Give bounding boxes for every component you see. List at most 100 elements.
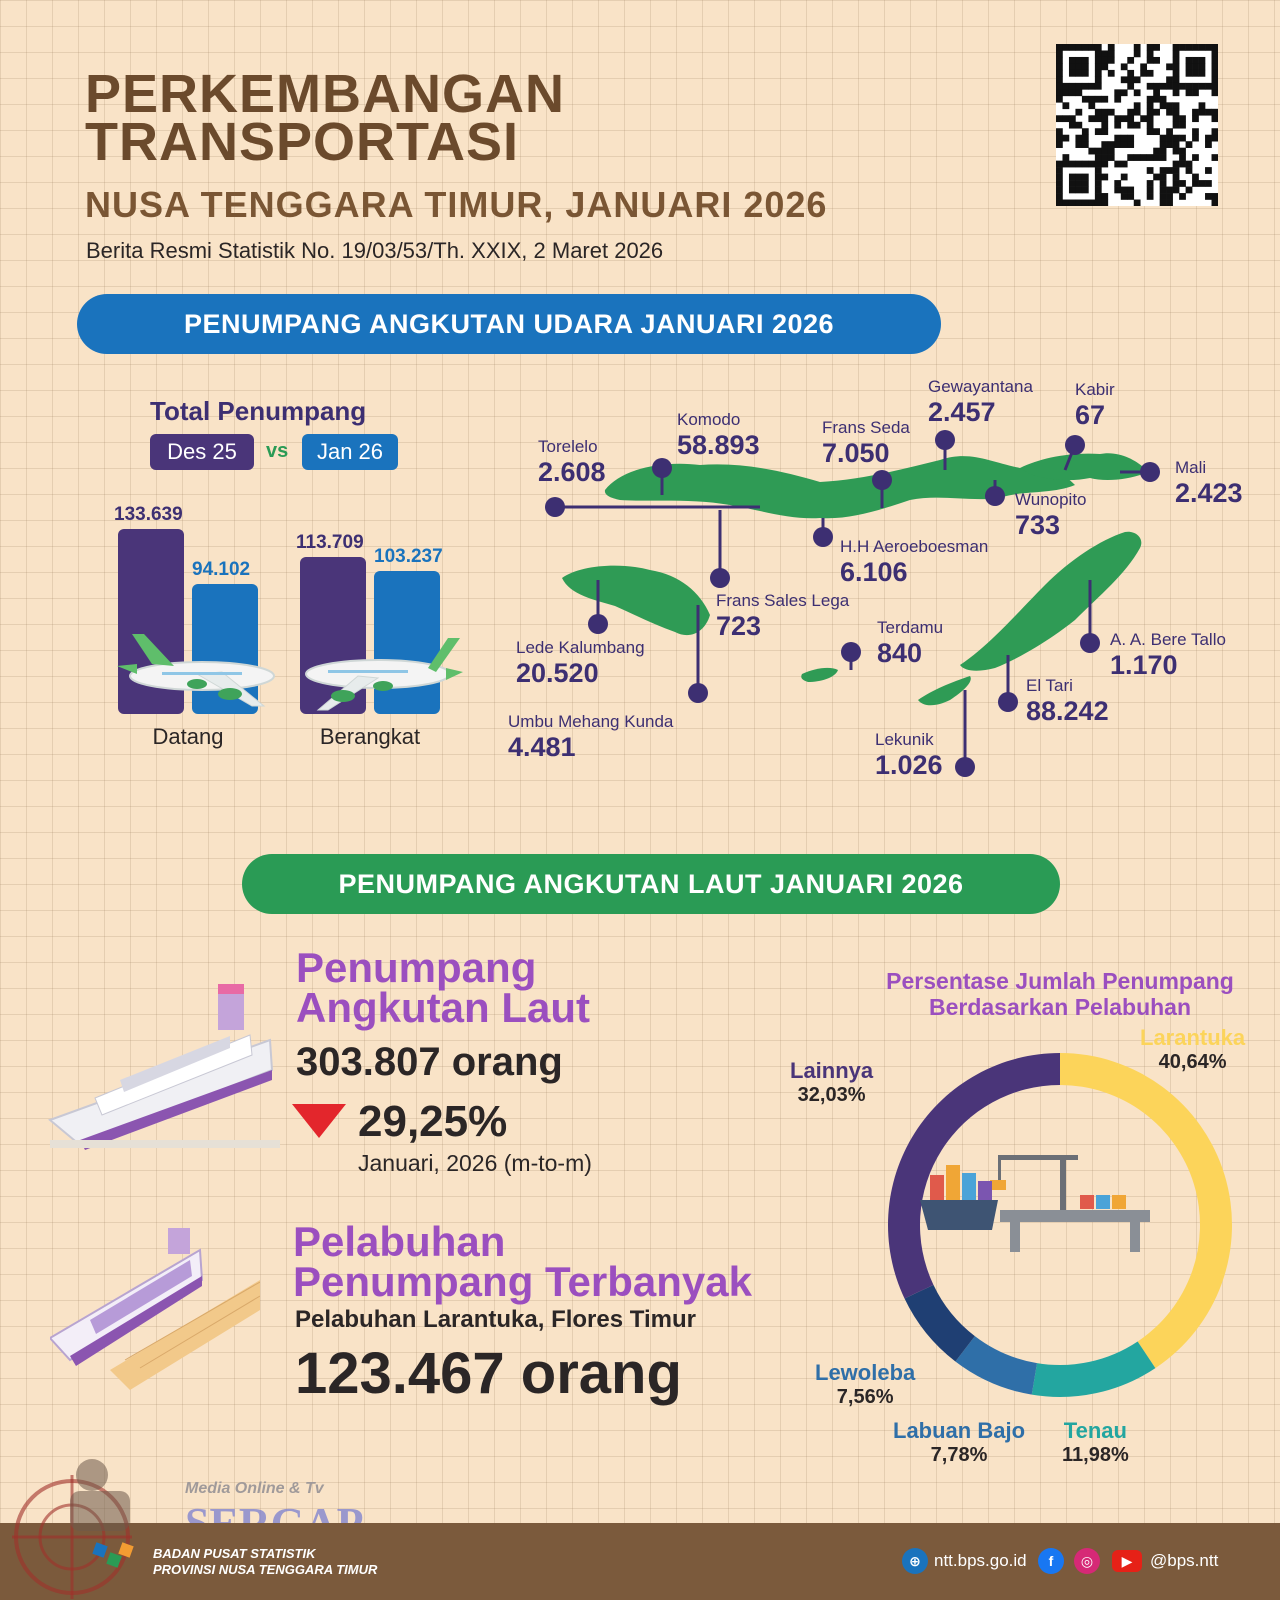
footer-bar [0,1523,1280,1600]
bar-label-jan-26: 94.102 [192,558,251,580]
port-share-donut [888,1053,1232,1397]
map-pin-icon [710,568,730,588]
airport-passengers: 2.608 [538,457,606,487]
airport-label: Gewayantana 2.457 [928,377,1033,428]
airport-name: Gewayantana [928,377,1033,396]
footer-social-handle[interactable]: @bps.ntt [1150,1551,1219,1570]
airport-name: Komodo [677,410,741,429]
airport-passengers: 4.481 [508,732,576,762]
timor-island [960,531,1142,671]
donut-label-name: Larantuka [1140,1025,1246,1050]
globe-icon[interactable]: ⊕ [902,1548,928,1574]
sea-section-banner: PENUMPANG ANGKUTAN LAUT JANUARI 2026 [242,854,1060,914]
page-subtitle: NUSA TENGGARA TIMUR, JANUARI 2026 [85,184,828,225]
airport-label: Terdamu 840 [877,618,943,669]
legend-jan-26: Jan 26 [302,434,398,470]
bar-category-label: Datang [152,724,224,749]
donut-title-line-2: Berdasarkan Pelabuhan [928,994,1192,1020]
donut-label-value: 7,56% [836,1386,894,1408]
bar-label-des-25: 133.639 [114,504,183,525]
sabu-island [801,667,838,682]
airport-label: Wunopito 733 [1015,490,1087,541]
map-pin-icon [872,470,892,490]
map-pin-icon [813,527,833,547]
airport-passengers: 1.170 [1110,650,1178,680]
map-pin-icon [652,458,672,478]
donut-label-name: Lainnya [790,1058,874,1083]
airport-label: Torelelo 2.608 [538,437,606,488]
donut-label: Lewoleba 7,56% [815,1360,915,1409]
youtube-icon[interactable]: ▶ [1112,1550,1142,1572]
footer-org-line-1: BADAN PUSAT STATISTIK [153,1546,316,1561]
sea-total-passengers: 303.807 orang [296,1040,563,1084]
down-triangle-icon [292,1104,346,1138]
airport-name: Torelelo [538,437,598,456]
airport-label: Umbu Mehang Kunda 4.481 [508,712,673,763]
map-pin-icon [1080,633,1100,653]
airport-label: Frans Sales Lega 723 [716,591,849,642]
port-heading-line-1: Pelabuhan [293,1218,506,1265]
airport-passengers: 2.457 [928,397,996,427]
top-port-heading: Pelabuhan Penumpang Terbanyak [293,1218,753,1305]
airport-name: Mali [1175,458,1207,477]
airport-label: El Tari 88.242 [1026,676,1109,727]
airport-label: H.H Aeroeboesman 6.106 [840,537,988,588]
airport-name: El Tari [1026,676,1073,695]
donut-label: Tenau 11,98% [1062,1418,1129,1467]
airport-label: Mali 2.423 [1175,458,1243,509]
top-port-name: Pelabuhan Larantuka, Flores Timur [295,1306,696,1333]
airport-label: Lede Kalumbang 20.520 [516,638,645,689]
alor-island [1020,453,1148,481]
airplane-icon [305,638,463,711]
airport-passengers: 58.893 [677,430,760,460]
map-pin-icon [1140,462,1160,482]
airport-passengers: 88.242 [1026,696,1109,726]
sea-heading-line-2: Angkutan Laut [296,984,590,1031]
title-line-2: TRANSPORTASI [85,112,520,172]
ferry-pier-icon [50,1228,260,1390]
airport-passengers: 2.423 [1175,478,1243,508]
airport-name: Lekunik [875,730,934,749]
top-port-total: 123.467 orang [295,1341,682,1406]
donut-label-value: 40,64% [1158,1051,1227,1073]
donut-slice-larantuka [1060,1053,1232,1369]
airport-label: Lekunik 1.026 [875,730,943,781]
donut-slice-labuan-bajo [955,1336,1038,1395]
sea-passenger-heading: Penumpang Angkutan Laut [296,947,590,1031]
donut-label: Larantuka 40,64% [1140,1025,1245,1074]
map-pin-icon [935,430,955,450]
footer-website[interactable]: ntt.bps.go.id [934,1551,1027,1570]
airport-passengers: 67 [1075,400,1106,430]
cruise-ship-icon [48,984,280,1150]
facebook-icon[interactable]: f [1038,1548,1064,1574]
port-heading-line-2: Penumpang Terbanyak [293,1258,753,1305]
sea-change-percent: 29,25% [358,1097,508,1146]
airport-passengers: 723 [716,611,762,641]
footer-org: BADAN PUSAT STATISTIK PROVINSI NUSA TENG… [153,1546,377,1578]
port-crane-icon [990,1155,1150,1252]
donut-title-line-1: Persentase Jumlah Penumpang [886,968,1234,994]
map-pin-icon [545,497,565,517]
rote-island [918,676,971,706]
legend-des-25: Des 25 [150,434,254,470]
qr-code[interactable] [1056,44,1219,207]
airport-name: Umbu Mehang Kunda [508,712,674,731]
bps-logo-icon [92,1542,134,1568]
ntt-map [555,440,1150,767]
airport-name: Terdamu [877,618,944,637]
airport-name: Kabir [1075,380,1115,399]
map-pin-icon [841,642,861,662]
map-pin-icon [588,614,608,634]
instagram-icon[interactable]: ◎ [1074,1548,1100,1574]
donut-label-value: 11,98% [1062,1444,1129,1466]
donut-slice-lainnya [888,1053,1060,1299]
watermark-caption: Media Online & Tv [185,1480,324,1497]
donut-label-name: Lewoleba [815,1360,916,1385]
total-passengers-label: Total Penumpang [150,396,367,426]
airport-passengers: 1.026 [875,750,943,780]
donut-title: Persentase Jumlah Penumpang Berdasarkan … [860,968,1260,1020]
airport-passengers: 20.520 [516,658,599,688]
donut-slice-lewoleba [904,1284,975,1362]
airport-label: Frans Seda 7.050 [822,418,910,469]
map-pin-icon [998,692,1018,712]
